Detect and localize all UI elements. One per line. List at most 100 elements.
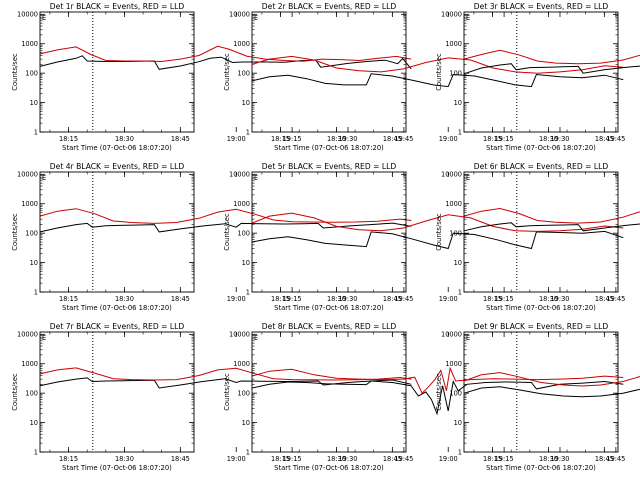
x-tick-label: 18:45: [595, 135, 614, 143]
y-tick-label: 1000: [233, 40, 250, 48]
y-tick-label: 10000: [229, 171, 250, 179]
x-tick-label: 19:00: [227, 455, 246, 463]
series-events-line: [39, 55, 412, 70]
series-lld-line: [39, 208, 412, 224]
x-tick-label: 19:45: [394, 135, 413, 143]
y-tick-label: 10: [30, 259, 38, 267]
x-tick-label: 18:30: [115, 135, 134, 143]
plot-frame: [39, 331, 195, 453]
x-tick-label: 19:00: [439, 135, 458, 143]
x-tick-label: 18:30: [539, 135, 558, 143]
x-tick-label: 18:45: [383, 295, 402, 303]
y-tick-label: 100: [449, 70, 462, 78]
plot-frame: [463, 11, 619, 133]
x-tick-label: 18:30: [327, 135, 346, 143]
y-axis-label: Counts/sec: [223, 53, 231, 91]
y-tick-label: 100: [237, 230, 250, 238]
x-tick-label: 18:45: [171, 295, 190, 303]
chart-title: Det 1r BLACK = Events, RED = LLD: [50, 2, 185, 11]
series-events-line: [463, 63, 640, 75]
x-tick-label: 19:00: [227, 295, 246, 303]
x-tick-label: 18:45: [595, 295, 614, 303]
y-tick-label: 10: [454, 259, 462, 267]
y-tick-label: 1000: [233, 360, 250, 368]
x-tick-label: 18:15: [483, 135, 502, 143]
y-tick-label: 100: [25, 390, 38, 398]
y-tick-label: 1000: [233, 200, 250, 208]
x-tick-label: 19:30: [338, 135, 357, 143]
plot-frame: [251, 171, 407, 293]
x-tick-label: 18:30: [115, 455, 134, 463]
x-tick-label: 19:15: [283, 455, 302, 463]
y-tick-label: 100: [237, 70, 250, 78]
x-tick-label: 18:45: [171, 135, 190, 143]
chart-title: Det 2r BLACK = Events, RED = LLD: [262, 2, 397, 11]
y-tick-label: 1000: [21, 200, 38, 208]
x-tick-label: 18:15: [271, 135, 290, 143]
x-tick-label: 19:30: [550, 295, 569, 303]
x-tick-label: 18:15: [483, 455, 502, 463]
series-lld-line: [463, 372, 640, 387]
plot-frame: [463, 171, 619, 293]
x-axis-label: Start Time (07-Oct-06 18:07:20): [486, 144, 596, 152]
y-tick-label: 100: [237, 390, 250, 398]
x-tick-label: 19:15: [283, 135, 302, 143]
corner-label: E: [254, 334, 258, 342]
chart-title: Det 9r BLACK = Events, RED = LLD: [474, 322, 609, 331]
corner-label: E: [254, 174, 258, 182]
x-tick-label: 19:45: [606, 455, 625, 463]
plot-frame: [463, 331, 619, 453]
y-tick-label: 10000: [229, 331, 250, 339]
y-tick-label: 100: [25, 70, 38, 78]
x-tick-label: 18:15: [271, 295, 290, 303]
x-axis-label: Start Time (07-Oct-06 18:07:20): [274, 464, 384, 472]
series-events-line: [463, 386, 640, 398]
x-tick-label: 19:45: [606, 295, 625, 303]
y-tick-label: 10: [30, 99, 38, 107]
y-tick-label: 1: [458, 288, 462, 296]
x-tick-label: 18:45: [383, 135, 402, 143]
x-tick-label: 18:15: [59, 135, 78, 143]
x-tick-label: 19:15: [495, 135, 514, 143]
y-axis-label: Counts/sec: [435, 373, 443, 411]
chart-panel-5: Det 5r BLACK = Events, RED = LLD E 1 10 100 1…: [223, 162, 625, 312]
y-tick-label: 10000: [17, 171, 38, 179]
x-tick-label: 19:15: [283, 295, 302, 303]
x-tick-label: 19:30: [550, 135, 569, 143]
series-events-line: [39, 377, 412, 389]
y-axis-label: Counts/sec: [435, 213, 443, 251]
x-axis-label: Start Time (07-Oct-06 18:07:20): [486, 464, 596, 472]
corner-label: E: [254, 14, 258, 22]
y-tick-label: 10000: [441, 11, 462, 19]
x-tick-label: 18:30: [327, 455, 346, 463]
y-tick-label: 1: [246, 128, 250, 136]
y-tick-label: 1: [34, 288, 38, 296]
x-axis-label: Start Time (07-Oct-06 18:07:20): [274, 304, 384, 312]
y-tick-label: 1000: [21, 360, 38, 368]
y-axis-label: Counts/sec: [223, 213, 231, 251]
y-tick-label: 1000: [445, 360, 462, 368]
x-axis-label: Start Time (07-Oct-06 18:07:20): [274, 144, 384, 152]
x-tick-label: 19:30: [338, 295, 357, 303]
chart-title: Det 4r BLACK = Events, RED = LLD: [50, 162, 185, 171]
series-events-line: [463, 222, 640, 232]
y-tick-label: 1000: [21, 40, 38, 48]
corner-label: E: [42, 174, 46, 182]
corner-label: E: [42, 334, 46, 342]
y-axis-label: Counts/sec: [11, 53, 19, 91]
y-tick-label: 10: [242, 99, 250, 107]
y-tick-label: 100: [449, 390, 462, 398]
series-lld-line: [39, 45, 412, 63]
x-tick-label: 19:00: [439, 455, 458, 463]
x-tick-label: 19:30: [338, 455, 357, 463]
x-tick-label: 18:15: [483, 295, 502, 303]
chart-title: Det 6r BLACK = Events, RED = LLD: [474, 162, 609, 171]
series-events-line: [251, 230, 624, 250]
x-tick-label: 19:00: [439, 295, 458, 303]
y-axis-label: Counts/sec: [435, 53, 443, 91]
x-tick-label: 19:15: [495, 455, 514, 463]
x-axis-label: Start Time (07-Oct-06 18:07:20): [62, 144, 172, 152]
y-tick-label: 10: [242, 419, 250, 427]
y-tick-label: 1: [34, 448, 38, 456]
